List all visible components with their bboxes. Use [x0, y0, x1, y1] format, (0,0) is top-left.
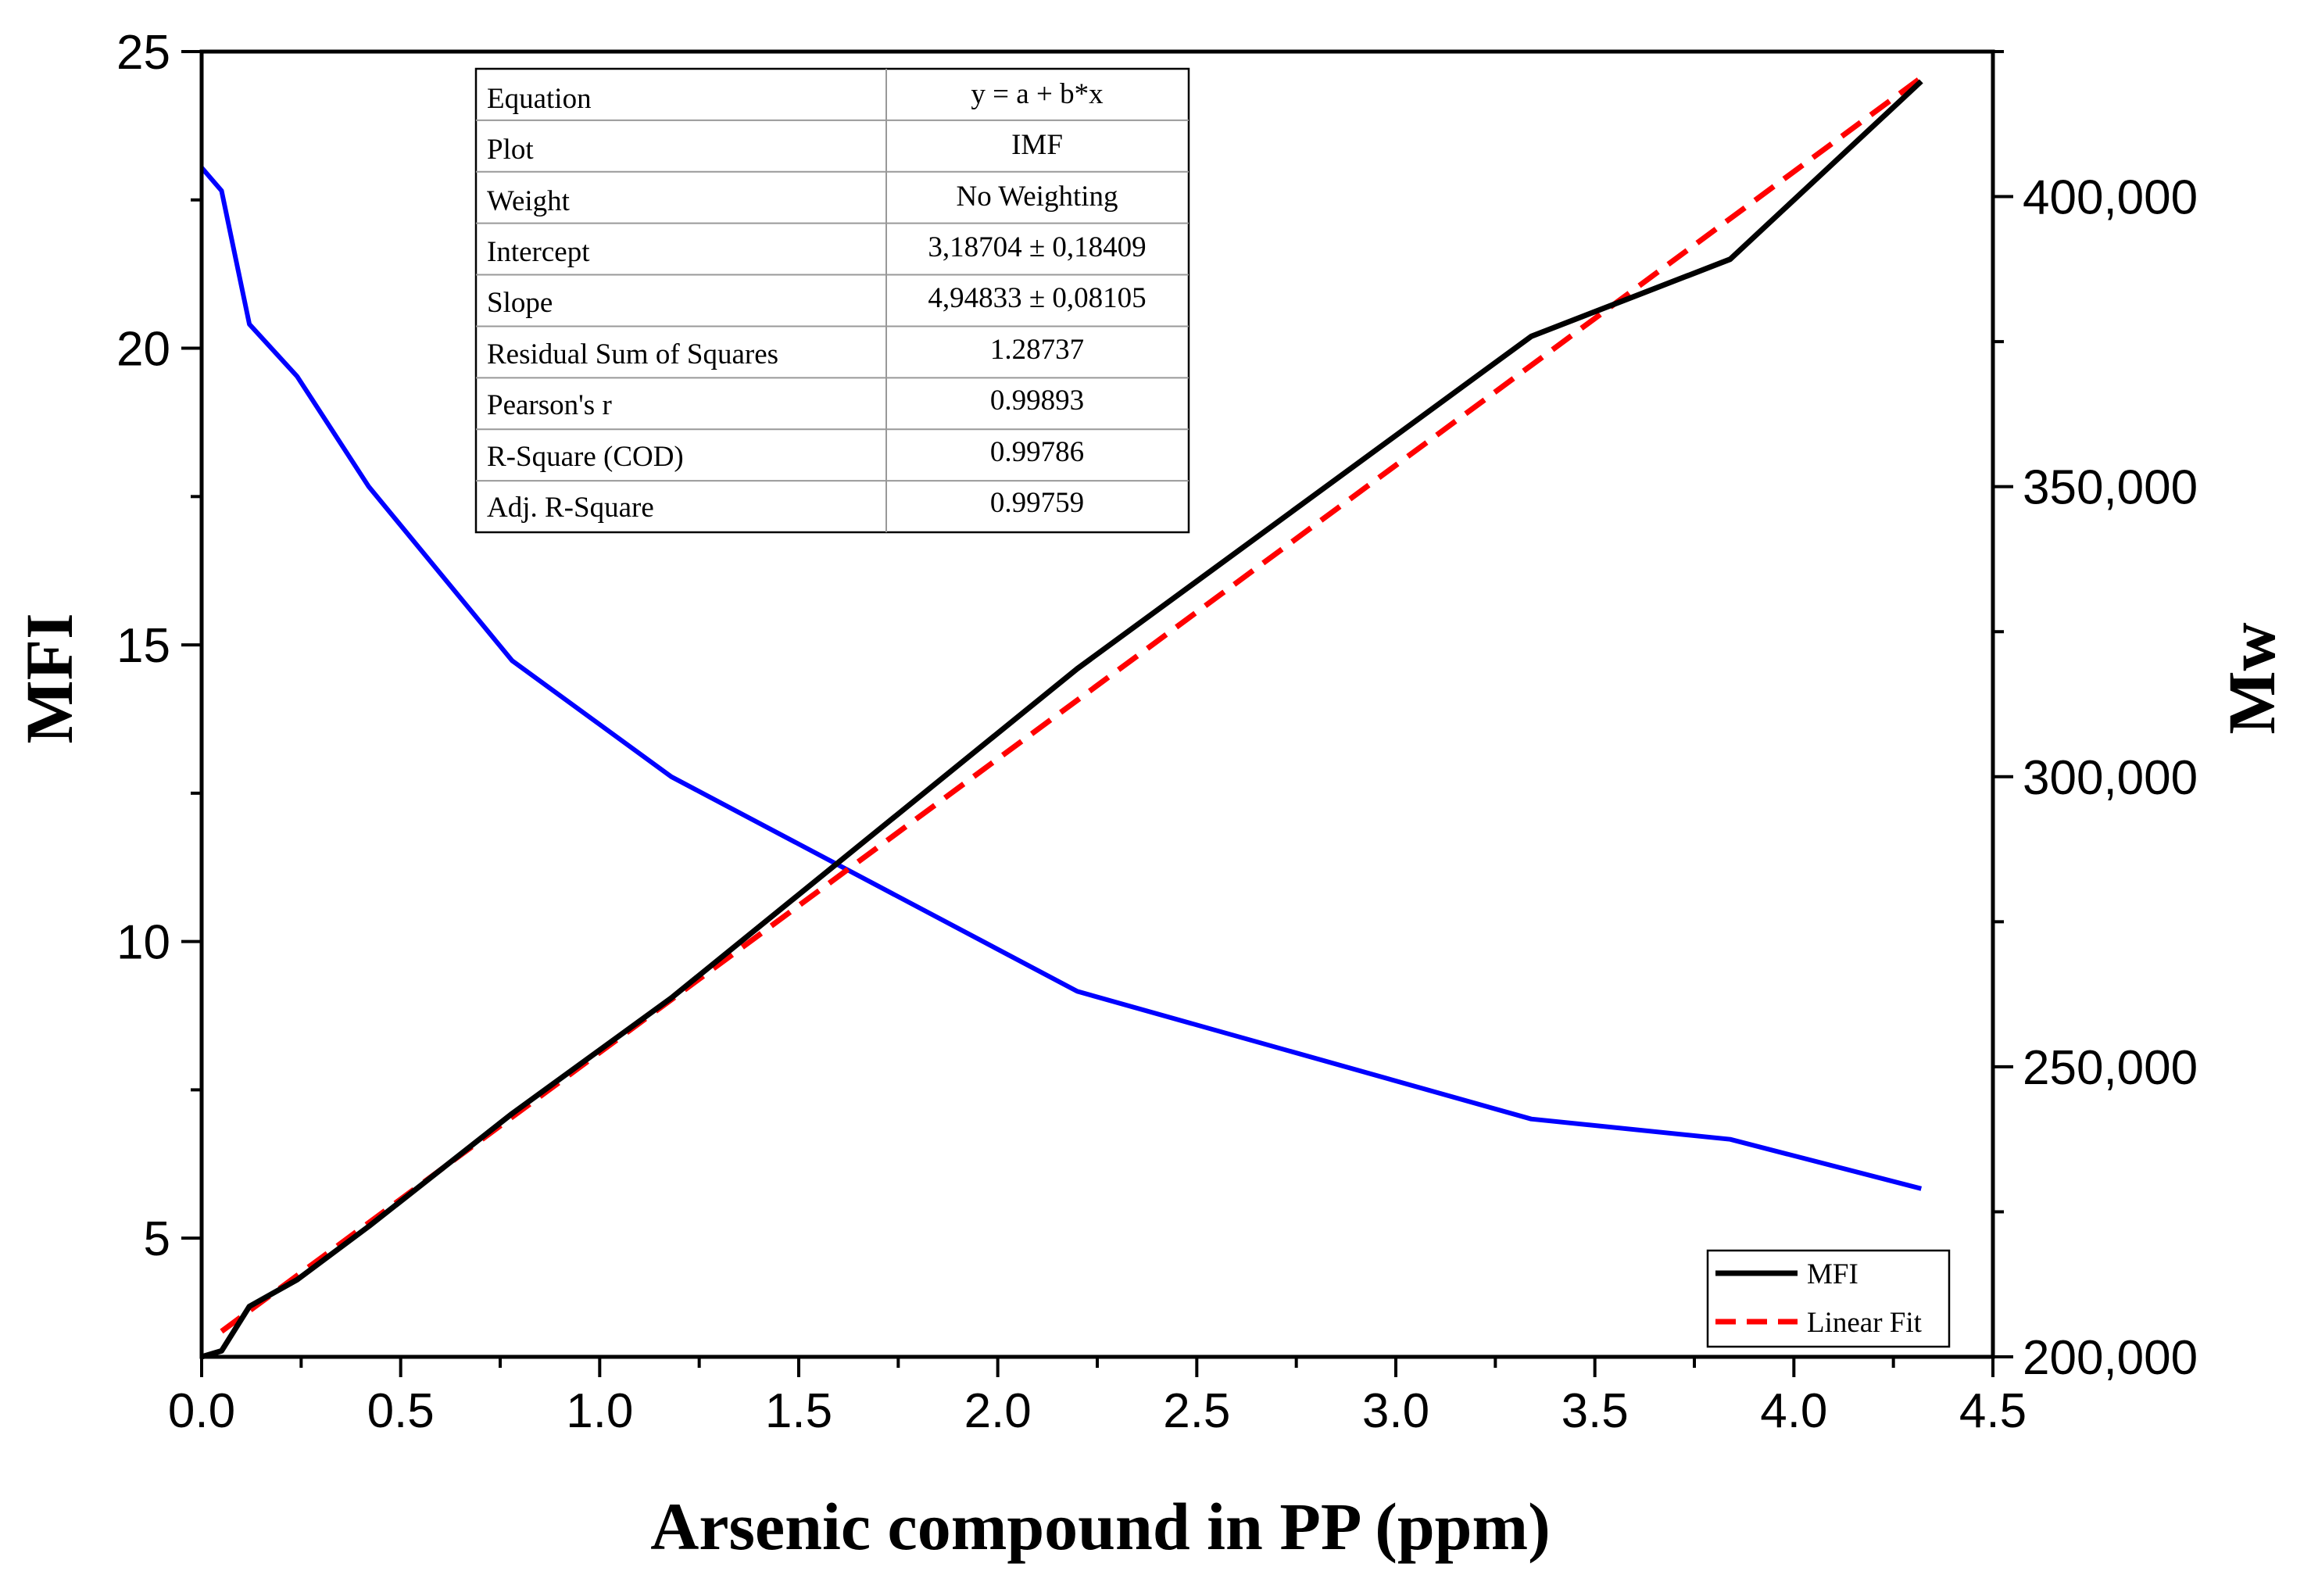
fit-table-rules	[476, 119, 1189, 482]
y-axis-title: MFI	[12, 613, 87, 743]
x-tick-label: 0.5	[367, 1384, 435, 1438]
y2-tick-label: 400,000	[2023, 171, 2198, 225]
legend-label-linear-fit: Linear Fit	[1807, 1307, 1923, 1339]
fit-table-label: Residual Sum of Squares	[487, 338, 778, 370]
fit-table-label: Slope	[487, 287, 553, 319]
x-tick-label: 3.0	[1362, 1384, 1429, 1438]
fit-table-value: 3,18704 ± 0,18409	[928, 231, 1146, 263]
fit-table-label: Weight	[487, 185, 571, 217]
y2-tick-label: 300,000	[2023, 751, 2198, 805]
fit-table-value: 4,94833 ± 0,08105	[928, 282, 1146, 314]
fit-table-value: 0.99759	[990, 487, 1084, 519]
x-tick-label: 4.0	[1760, 1384, 1827, 1438]
x-axis-title: Arsenic compound in PP (ppm)	[650, 1489, 1551, 1564]
ticks-layer	[181, 50, 2013, 1377]
y2-tick-label: 350,000	[2023, 461, 2198, 515]
x-tick-label: 3.5	[1562, 1384, 1629, 1438]
x-tick-label: 1.5	[765, 1384, 832, 1438]
series-layer	[199, 75, 1923, 1360]
series-line-mw	[199, 166, 1923, 1191]
fit-table-value: 1.28737	[990, 334, 1084, 366]
y-tick-label: 5	[144, 1212, 170, 1266]
fit-table-label: Plot	[487, 134, 534, 166]
y-tick-label: 15	[116, 619, 170, 673]
series-line-mfi	[201, 79, 1923, 1360]
fit-table-label: Pearson's r	[487, 389, 612, 421]
fit-table: Equation y = a + b*x Plot IMF Weight No …	[474, 67, 1190, 534]
x-tick-label: 4.5	[1959, 1384, 2027, 1438]
legend-box	[1706, 1249, 1951, 1348]
y-tick-labels: 5 10 15 20 25	[116, 26, 170, 1266]
fit-table-border	[474, 67, 1190, 534]
x-tick-label: 2.0	[964, 1384, 1032, 1438]
y2-tick-labels: 200,000 250,000 300,000 350,000 400,000	[2023, 171, 2198, 1385]
legend: MFI Linear Fit	[1706, 1249, 1951, 1348]
fit-table-value: 0.99893	[990, 385, 1084, 417]
x-tick-label: 2.5	[1163, 1384, 1230, 1438]
fit-table-value: No Weighting	[956, 181, 1118, 213]
legend-label-mfi: MFI	[1807, 1258, 1858, 1290]
y2-tick-label: 200,000	[2023, 1331, 2198, 1385]
fit-table-label: R-Square (COD)	[487, 441, 684, 473]
series-line-linear-fit	[220, 75, 1923, 1334]
fit-table-label: Equation	[487, 83, 592, 115]
fit-table-value: IMF	[1011, 129, 1063, 161]
y2-tick-label: 250,000	[2023, 1041, 2198, 1095]
x-tick-label: 0.0	[168, 1384, 235, 1438]
fit-table-label: Adj. R-Square	[487, 492, 654, 524]
x-tick-labels: 0.0 0.5 1.0 1.5 2.0 2.5 3.0 3.5 4.0 4.5	[168, 1384, 2027, 1438]
fit-table-value: 0.99786	[990, 436, 1084, 468]
x-tick-label: 1.0	[566, 1384, 633, 1438]
y2-axis-title: Mw	[2214, 622, 2289, 734]
y-tick-label: 20	[116, 323, 170, 377]
fit-table-label: Intercept	[487, 236, 590, 268]
y-tick-label: 10	[116, 916, 170, 970]
fit-table-value: y = a + b*x	[971, 78, 1104, 110]
y-tick-label: 25	[116, 26, 170, 80]
